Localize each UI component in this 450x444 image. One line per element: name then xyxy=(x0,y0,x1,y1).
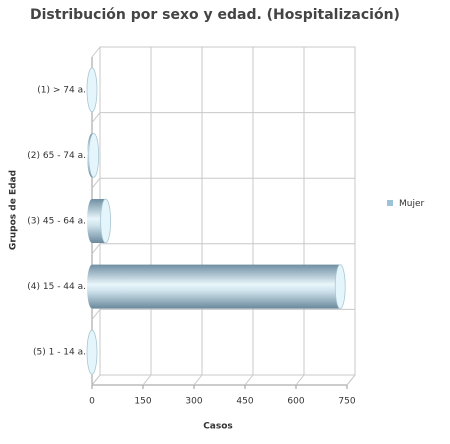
bar-cap xyxy=(334,264,346,310)
left-wall xyxy=(91,46,101,58)
bar xyxy=(92,264,341,309)
grid-line-floor xyxy=(295,374,305,386)
bar-cap xyxy=(87,264,97,309)
bar-cap xyxy=(100,198,111,244)
category-separator xyxy=(91,309,101,320)
grid-line-floor xyxy=(91,374,101,386)
chart-title: Distribución por sexo y edad. (Hospitali… xyxy=(30,7,400,23)
category-separator xyxy=(91,177,101,189)
plot-back xyxy=(99,46,356,376)
bar-cap xyxy=(86,67,98,113)
bar-cap xyxy=(87,199,97,243)
x-tick-label: 750 xyxy=(338,397,355,407)
grid-line-floor xyxy=(346,374,356,386)
category-separator xyxy=(91,243,101,255)
x-tick-label: 600 xyxy=(287,397,304,407)
x-tick-label: 300 xyxy=(185,397,202,407)
x-tick-label: 0 xyxy=(89,397,95,407)
y-tick-label: (5) 1 - 14 a. xyxy=(33,348,86,358)
x-axis-title: Casos xyxy=(203,422,233,432)
grid-line-floor xyxy=(142,374,152,386)
y-tick-label: (3) 45 - 64 a. xyxy=(27,217,86,227)
x-tick-label: 150 xyxy=(134,397,151,407)
grid-line-floor xyxy=(193,374,203,386)
category-separator xyxy=(91,112,101,123)
y-tick-label: (2) 65 - 74 a. xyxy=(27,151,86,161)
legend-label: Mujer xyxy=(399,199,425,209)
bar-cap xyxy=(86,329,98,375)
y-tick-label: (1) > 74 a. xyxy=(37,85,86,95)
bar-cap xyxy=(88,132,100,178)
y-tick-label: (4) 15 - 44 a. xyxy=(27,282,86,292)
grid-line-floor xyxy=(244,374,254,386)
legend-swatch xyxy=(387,200,393,206)
x-tick-label: 450 xyxy=(236,397,253,407)
y-axis-title: Grupos de Edad xyxy=(9,170,19,250)
